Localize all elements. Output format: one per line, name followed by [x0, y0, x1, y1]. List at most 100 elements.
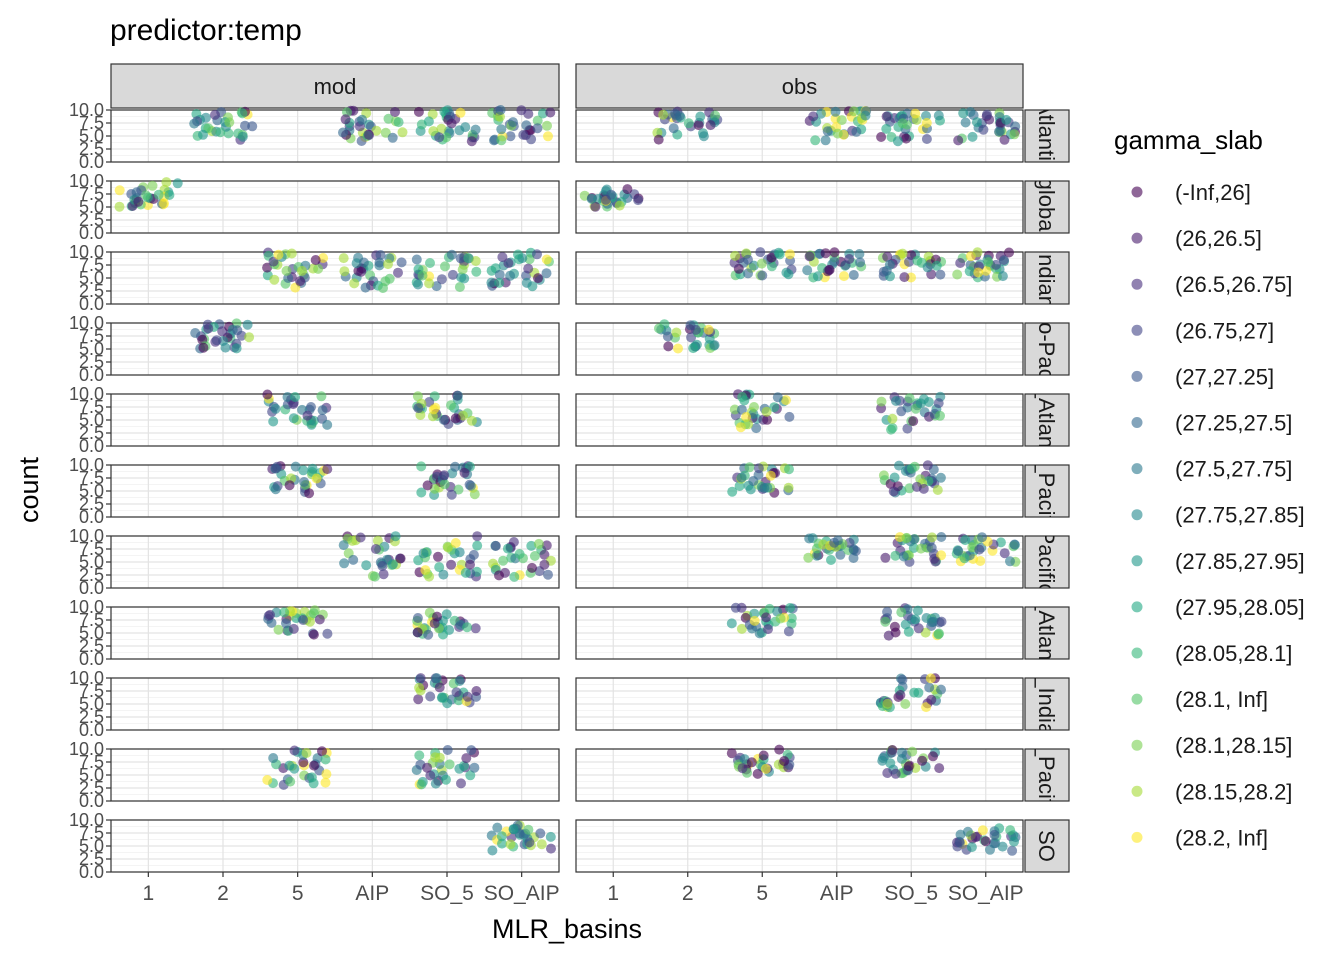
point [452, 390, 463, 401]
point [922, 460, 933, 471]
point [412, 627, 423, 638]
point [757, 270, 768, 281]
point [755, 247, 766, 258]
point [902, 423, 913, 434]
point [983, 257, 994, 268]
point [899, 272, 910, 283]
point [360, 282, 371, 293]
point [446, 400, 456, 411]
panel-indo-pacific-obs [575, 322, 1024, 376]
y-tick-label: 2.5 [79, 139, 104, 159]
point [808, 111, 819, 122]
point [891, 396, 901, 406]
point [824, 264, 835, 275]
row-strip-global [1024, 180, 1070, 234]
point [316, 391, 327, 402]
y-tick-label: 0.0 [79, 223, 104, 243]
point [658, 109, 669, 120]
point [908, 416, 919, 427]
point [374, 257, 385, 268]
y-tick-label: 5.0 [79, 410, 104, 430]
point [529, 551, 540, 561]
point [262, 389, 273, 400]
point [321, 769, 332, 780]
legend-label-27-25-27-5: (27.25,27.5] [1175, 411, 1292, 436]
point [460, 567, 471, 578]
y-tick-label: 0.0 [79, 791, 104, 811]
point [290, 392, 301, 402]
point [749, 615, 760, 626]
y-tick-label: 7.5 [79, 397, 104, 417]
point [454, 282, 465, 292]
point [683, 118, 694, 129]
point [211, 335, 222, 346]
point [749, 402, 759, 412]
point [918, 483, 929, 494]
point [543, 569, 553, 580]
y-tick-label: 10.0 [69, 739, 104, 759]
point [726, 618, 737, 629]
point [816, 108, 826, 119]
point [985, 844, 995, 855]
point [338, 127, 348, 138]
panel-border [575, 180, 1024, 234]
point [509, 571, 520, 582]
row-strip-s-indian [1024, 677, 1070, 731]
point [322, 628, 333, 639]
y-tick-label: 0.0 [79, 294, 104, 314]
legend-key-26-5-26-75 [1131, 278, 1143, 290]
point [440, 261, 450, 272]
point [748, 476, 759, 486]
point [505, 839, 516, 850]
point [508, 117, 518, 128]
point [964, 266, 975, 277]
point [370, 544, 381, 554]
point [998, 255, 1009, 265]
point [910, 108, 921, 119]
point [654, 323, 664, 334]
point [922, 262, 933, 273]
x-tick-label: AIP [355, 882, 389, 905]
legend-title: gamma_slab [1114, 125, 1263, 155]
row-strip-label-indo-pacific: Indo-Pacific [1034, 292, 1059, 407]
point [880, 616, 891, 627]
point [446, 118, 457, 129]
point [882, 251, 893, 262]
point [237, 108, 248, 119]
point [896, 607, 907, 618]
point [532, 123, 543, 134]
point [690, 324, 701, 335]
point [442, 698, 453, 709]
y-tick-label: 10.0 [69, 526, 104, 546]
point [200, 112, 211, 123]
point [423, 116, 434, 127]
panel-border [575, 819, 1024, 873]
point [518, 129, 529, 140]
point [829, 247, 840, 258]
point [783, 626, 794, 637]
point [496, 831, 507, 842]
point [744, 462, 755, 473]
point [224, 117, 235, 128]
point [921, 117, 932, 128]
point [906, 463, 917, 474]
point [958, 108, 969, 119]
point [904, 256, 914, 267]
point [387, 132, 398, 143]
point [308, 608, 319, 619]
point [653, 134, 664, 145]
point [242, 319, 253, 330]
point [457, 264, 468, 275]
point [935, 472, 946, 483]
point [989, 829, 1000, 840]
point [114, 201, 125, 212]
y-tick-label: 7.5 [79, 113, 104, 133]
point [307, 463, 318, 474]
point [161, 177, 172, 188]
point [320, 777, 331, 788]
points-layer [114, 105, 1021, 856]
point [936, 532, 947, 542]
row-strip-n-pacific [1024, 464, 1070, 518]
point [521, 277, 532, 288]
point [306, 402, 316, 412]
